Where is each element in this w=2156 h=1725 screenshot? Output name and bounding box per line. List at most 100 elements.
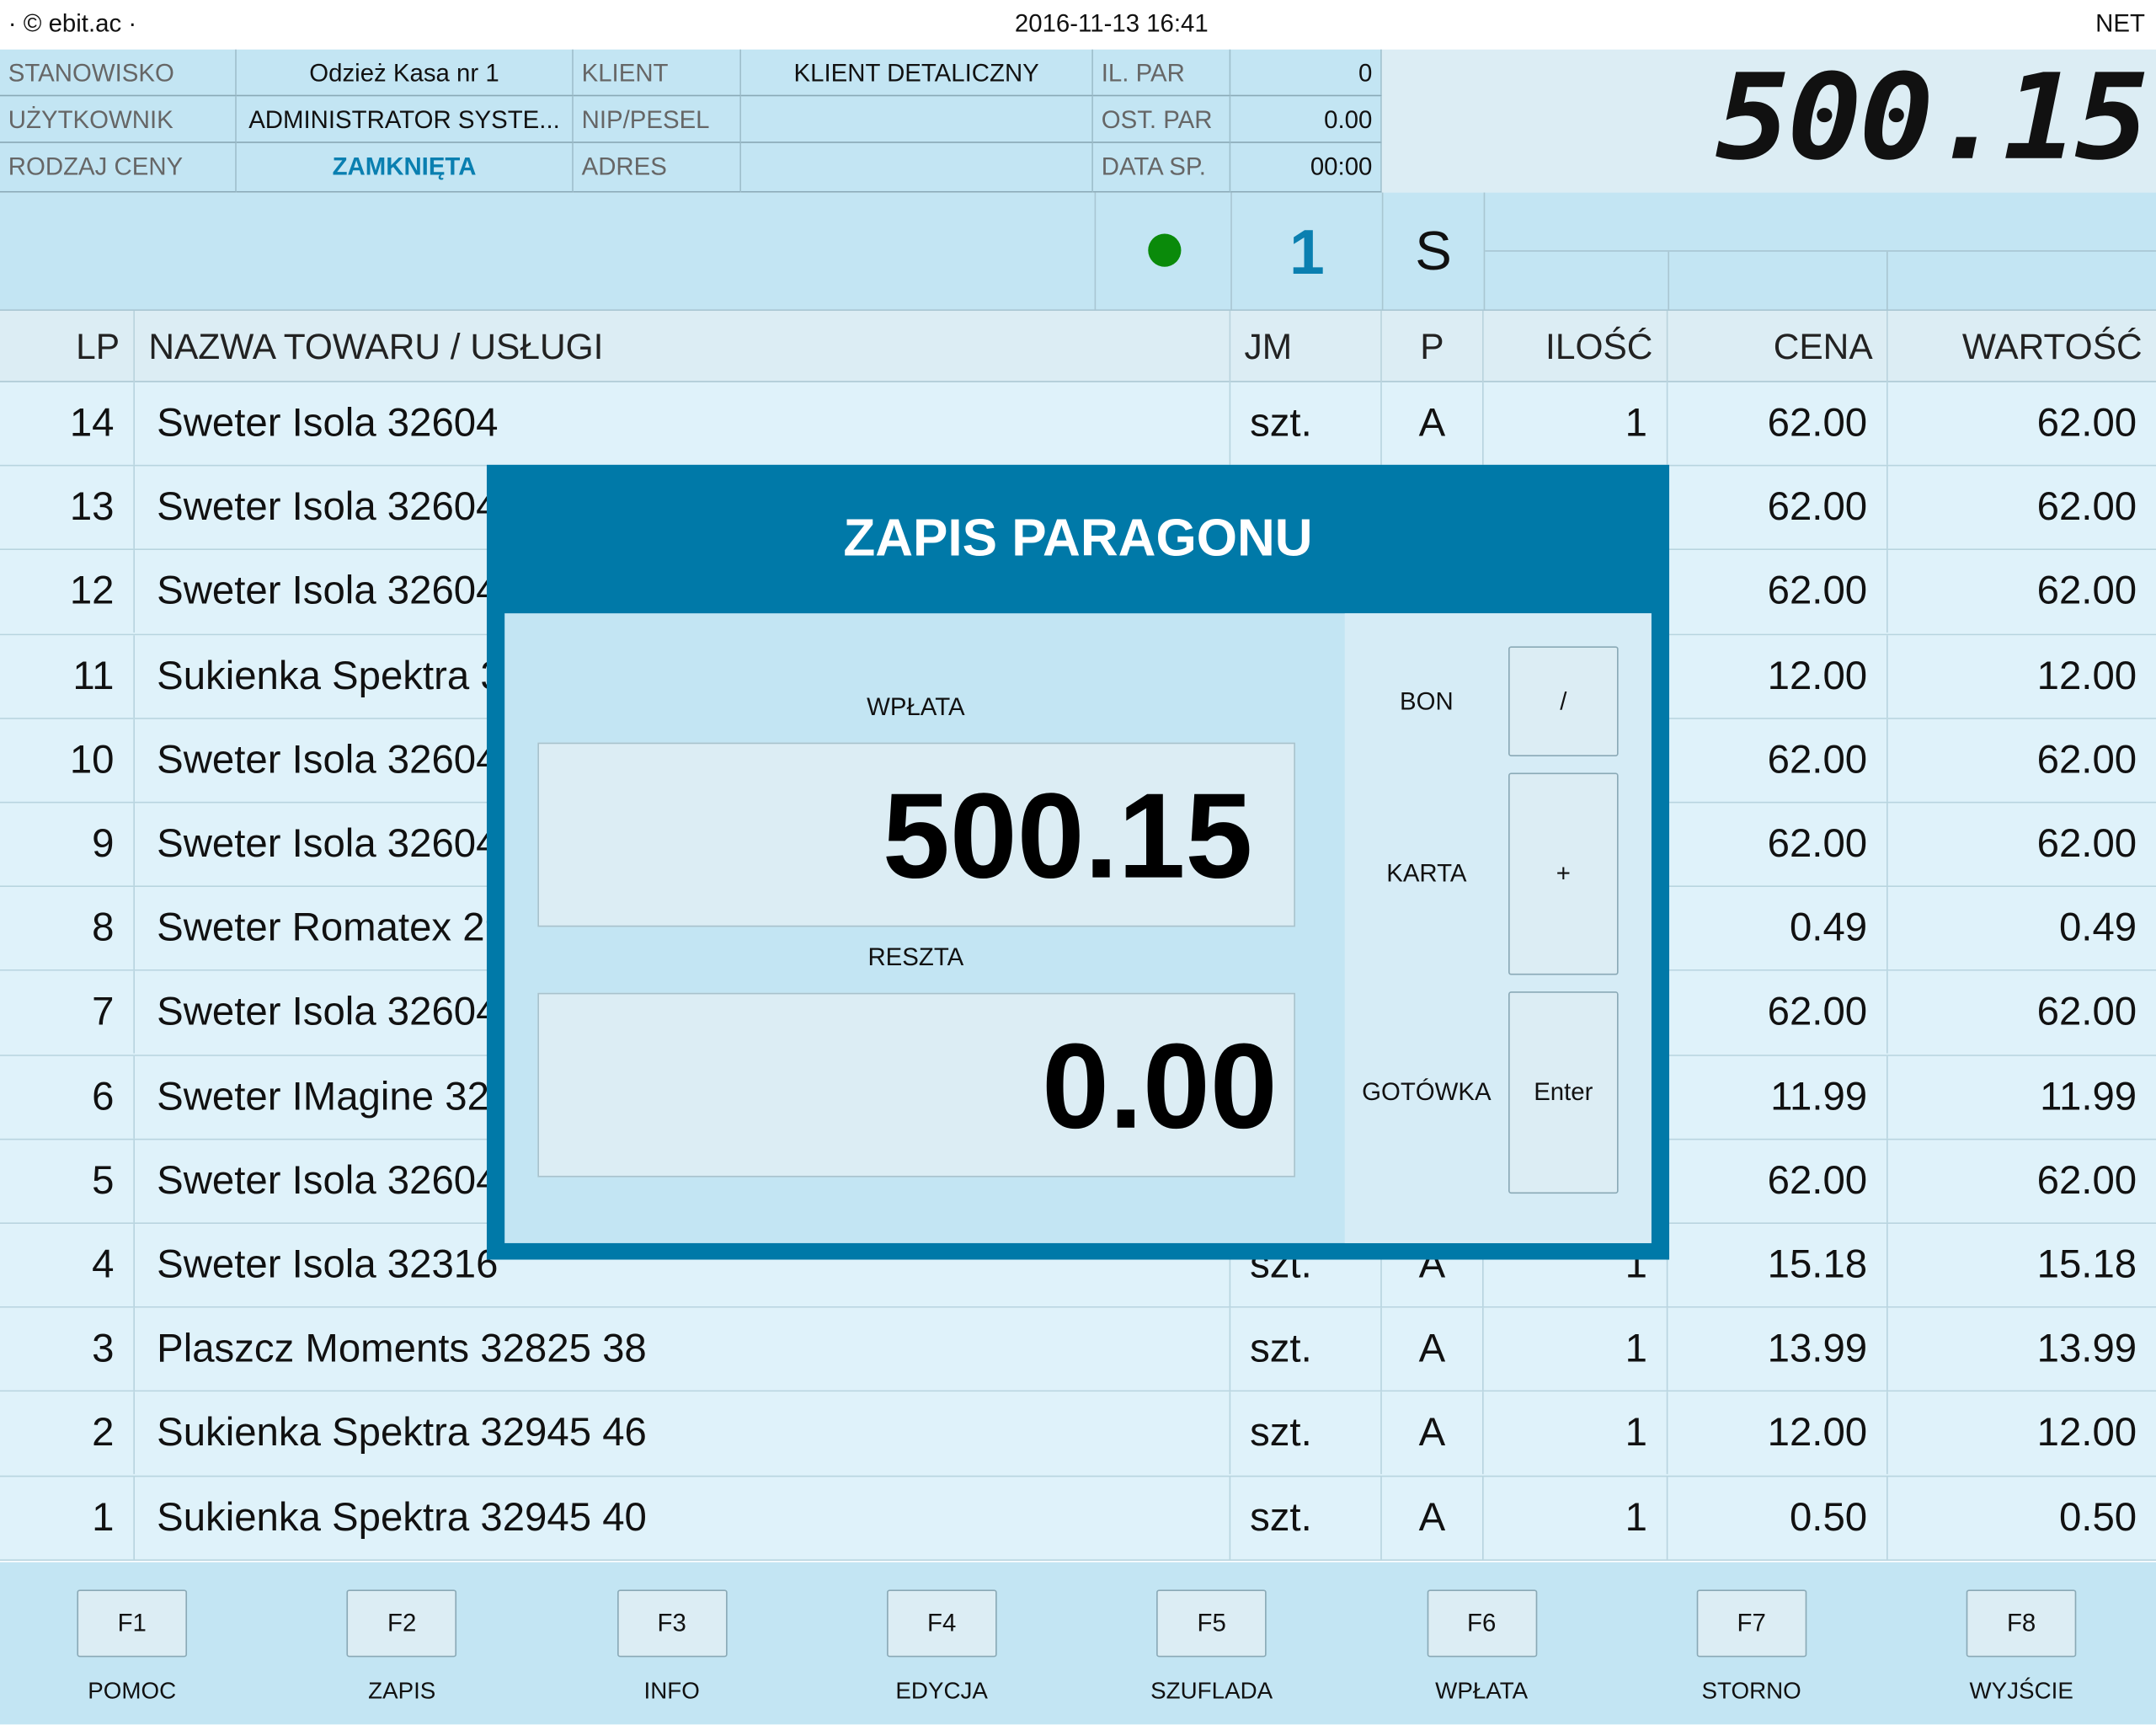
cell-value: 15.18 — [2036, 1242, 2137, 1288]
fkey-label: STORNO — [1701, 1677, 1801, 1704]
klient-value[interactable]: KLIENT DETALICZNY — [740, 49, 1093, 97]
cell-name: Sweter Romatex 29 — [135, 887, 1231, 970]
cell-price: 62.00 — [1668, 1140, 1888, 1223]
total-display-panel: 500.15 — [1381, 49, 2156, 193]
nip-value[interactable] — [740, 96, 1093, 143]
cell-lp: 1 — [0, 1476, 135, 1559]
status-dot-icon — [1148, 233, 1182, 267]
uzytkownik-value: ADMINISTRATOR SYSTE... — [236, 96, 574, 143]
cell-name: Plaszcz Moments 32825 38 — [135, 1307, 1231, 1391]
reszta-label: RESZTA — [867, 943, 964, 971]
status-bar: 1 S — [0, 192, 2156, 311]
mode-letter: S — [1383, 192, 1486, 311]
fkey-f4[interactable]: F4 — [886, 1589, 997, 1658]
cell-lp: 11 — [0, 634, 135, 718]
bon-label: BON — [1400, 687, 1454, 715]
cell-value: 0.49 — [2058, 906, 2137, 951]
cell-value: 62.00 — [2036, 1158, 2137, 1204]
status-spacer — [1668, 251, 1888, 311]
cell-value: 13.99 — [2036, 1327, 2137, 1372]
table-row[interactable]: 3 Plaszcz Moments 32825 38 szt. A 1 13.99 13.9… — [0, 1307, 2156, 1392]
col-name: NAZWA TOWARU / USŁUGI — [135, 310, 1231, 382]
fkey-f7[interactable]: F7 — [1696, 1589, 1806, 1658]
cell-price: 12.00 — [1668, 634, 1888, 718]
cell-lp: 7 — [0, 971, 135, 1055]
adres-label: ADRES — [573, 142, 741, 193]
uzytkownik-label: UŻYTKOWNIK — [0, 96, 237, 143]
wplata-input[interactable]: 500.15 — [537, 742, 1295, 927]
col-jm: JM — [1230, 310, 1382, 382]
fkey-f3[interactable]: F3 — [616, 1589, 728, 1658]
gotowka-label: GOTÓWKA — [1362, 1077, 1492, 1106]
fkey-f2[interactable]: F2 — [346, 1589, 457, 1658]
il-par-label: IL. PAR — [1092, 49, 1231, 97]
dialog-title: ZAPIS PARAGONU — [843, 510, 1313, 569]
stanowisko-label: STANOWISKO — [0, 49, 237, 97]
cell-lp: 14 — [0, 382, 135, 465]
cell-lp: 4 — [0, 1224, 135, 1307]
counter: 1 — [1232, 192, 1384, 311]
cell-qty: 1 — [1484, 1391, 1668, 1475]
cell-name: Sukienka Spektra 32945 40 — [135, 1476, 1231, 1559]
gotowka-button[interactable]: Enter — [1508, 991, 1619, 1194]
cell-price: 12.00 — [1668, 1391, 1888, 1475]
cell-qty: 1 — [1484, 382, 1668, 465]
cell-value: 62.00 — [2036, 991, 2137, 1035]
cell-value: 62.00 — [2036, 401, 2137, 446]
cell-name: Sweter Isola 32604 — [135, 1140, 1231, 1223]
fkey-label: ZAPIS — [368, 1677, 436, 1704]
table-row[interactable]: 2 Sukienka Spektra 32945 46 szt. A 1 12.00 12.… — [0, 1391, 2156, 1477]
reszta-value: 0.00 — [537, 992, 1295, 1178]
fkey-f5[interactable]: F5 — [1156, 1589, 1267, 1658]
function-key-bar: F1 POMOC F2 ZAPIS F3 INFO F4 EDYCJA F5 SZUFLADA F6… — [0, 1562, 2156, 1725]
data-sp-value: 00:00 — [1230, 142, 1382, 193]
top-bar: · © ebit.ac · 2016-11-13 16:41 NET — [0, 0, 2156, 50]
rodzaj-ceny-label: RODZAJ CENY — [0, 142, 237, 193]
fkey-label: EDYCJA — [895, 1677, 988, 1704]
wplata-label: WPŁATA — [867, 692, 965, 721]
cell-lp: 9 — [0, 803, 135, 886]
klient-label: KLIENT — [573, 49, 741, 97]
cell-lp: 2 — [0, 1391, 135, 1475]
cell-price: 62.00 — [1668, 803, 1888, 886]
col-price: CENA — [1668, 310, 1888, 382]
col-lp: LP — [0, 310, 135, 382]
cell-value: 62.00 — [2036, 569, 2137, 614]
fkey-f8[interactable]: F8 — [1966, 1589, 2077, 1658]
cell-price: 62.00 — [1668, 718, 1888, 802]
fkey-label: POMOC — [88, 1677, 177, 1704]
il-par-value: 0 — [1230, 49, 1382, 97]
cell-price: 13.99 — [1668, 1307, 1888, 1391]
table-header: LP NAZWA TOWARU / USŁUGI JM P ILOŚĆ CENA… — [0, 310, 2156, 382]
rodzaj-ceny-value[interactable]: ZAMKNIĘTA — [236, 142, 574, 193]
cell-name: Sweter Isola 32604 — [135, 803, 1231, 886]
table-row[interactable]: 1 Sukienka Spektra 32945 40 szt. A 1 0.50 0.50 — [0, 1476, 2156, 1561]
receipt-info-panel: STANOWISKO Odzież Kasa nr 1 KLIENT KLIEN… — [0, 49, 1382, 193]
cell-p: A — [1382, 1476, 1484, 1559]
cell-name: Sweter Isola 32604 — [135, 466, 1231, 549]
cell-name: Sukienka Spektra 32945 46 — [135, 1391, 1231, 1475]
fkey-f1[interactable]: F1 — [77, 1589, 188, 1658]
nip-label: NIP/PESEL — [573, 96, 741, 143]
status-spacer — [1485, 193, 2156, 252]
cell-price: 0.50 — [1668, 1476, 1888, 1559]
payment-methods: BON / KARTA + GOTÓWKA Enter — [1344, 613, 1652, 1243]
adres-value[interactable] — [740, 142, 1093, 193]
total-display: 500.15 — [1716, 49, 2149, 188]
cell-jm: szt. — [1230, 382, 1382, 465]
cell-qty: 1 — [1484, 1476, 1668, 1559]
bon-button[interactable]: / — [1508, 646, 1619, 756]
fkey-label: INFO — [643, 1677, 700, 1704]
cell-value: 0.50 — [2058, 1495, 2137, 1540]
col-value: WARTOŚĆ — [1961, 325, 2143, 367]
cell-lp: 5 — [0, 1140, 135, 1223]
karta-button[interactable]: + — [1508, 772, 1619, 975]
cell-price: 62.00 — [1668, 466, 1888, 549]
cell-name: Sukienka Spektra 3 — [135, 634, 1231, 718]
fkey-f6[interactable]: F6 — [1426, 1589, 1537, 1658]
table-row[interactable]: 14 Sweter Isola 32604 szt. A 1 62.00 62.00 — [0, 382, 2156, 467]
cell-price: 15.18 — [1668, 1224, 1888, 1307]
cell-price: 62.00 — [1668, 971, 1888, 1055]
col-qty: ILOŚĆ — [1484, 310, 1668, 382]
